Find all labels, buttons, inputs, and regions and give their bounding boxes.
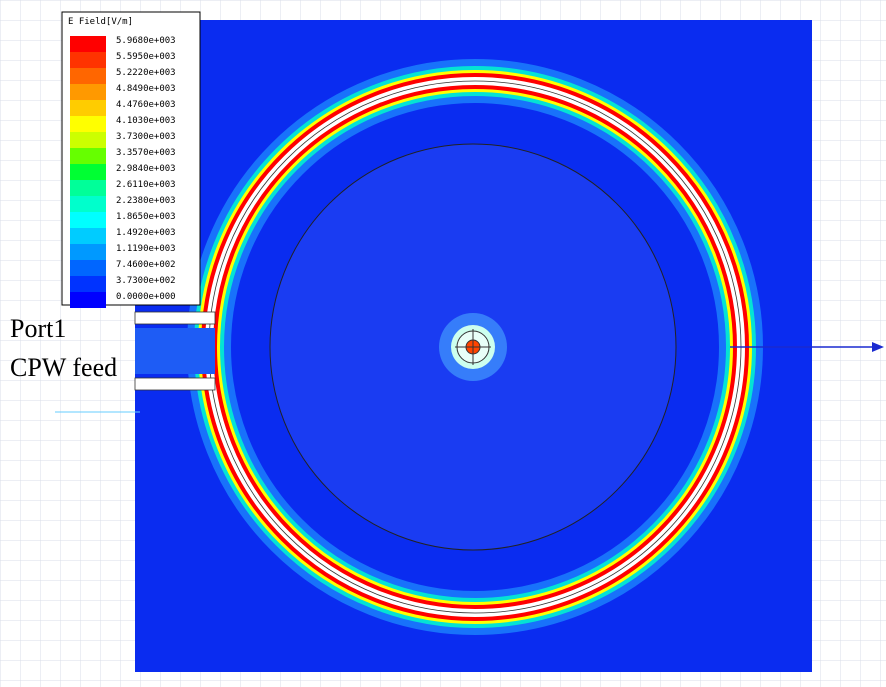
legend-swatch — [70, 52, 106, 68]
legend-label: 3.7300e+003 — [116, 132, 176, 142]
legend-swatch — [70, 100, 106, 116]
legend-swatch — [70, 132, 106, 148]
legend-label: 1.8650e+003 — [116, 212, 176, 222]
legend-swatch — [70, 116, 106, 132]
feed-label: CPW feed — [10, 353, 117, 382]
legend-label: 1.1190e+003 — [116, 244, 176, 254]
legend-swatch — [70, 212, 106, 228]
legend-swatch — [70, 164, 106, 180]
legend-swatch — [70, 68, 106, 84]
legend-label: 7.4600e+002 — [116, 260, 176, 270]
coax-probe — [439, 313, 507, 381]
legend-label: 0.0000e+000 — [116, 292, 176, 302]
legend-label: 3.7300e+002 — [116, 276, 176, 286]
legend-label: 2.6110e+003 — [116, 180, 176, 190]
legend-swatch — [70, 36, 106, 52]
legend-label: 4.8490e+003 — [116, 84, 176, 94]
legend-swatch — [70, 228, 106, 244]
legend-label: 5.5950e+003 — [116, 52, 176, 62]
legend-swatch — [70, 196, 106, 212]
legend-label: 5.2220e+003 — [116, 68, 176, 78]
legend-swatch — [70, 244, 106, 260]
legend-label: 3.3570e+003 — [116, 148, 176, 158]
legend-label: 2.9840e+003 — [116, 164, 176, 174]
legend-label: 4.4760e+003 — [116, 100, 176, 110]
legend-swatch — [70, 180, 106, 196]
legend-label: 1.4920e+003 — [116, 228, 176, 238]
cpw-feed — [134, 311, 216, 391]
legend-label: 5.9680e+003 — [116, 36, 176, 46]
legend-swatch — [70, 276, 106, 292]
legend-label: 2.2380e+003 — [116, 196, 176, 206]
legend-title: E Field[V/m] — [68, 17, 133, 27]
legend-label: 4.1030e+003 — [116, 116, 176, 126]
port-label: Port1 — [10, 314, 66, 343]
legend-swatch — [70, 260, 106, 276]
legend-swatch — [70, 84, 106, 100]
legend-swatch — [70, 148, 106, 164]
legend: E Field[V/m] 5.9680e+003 5.5950e+003 5.222… — [61, 11, 201, 308]
axis-arrow — [730, 342, 884, 352]
legend-swatch — [70, 292, 106, 308]
